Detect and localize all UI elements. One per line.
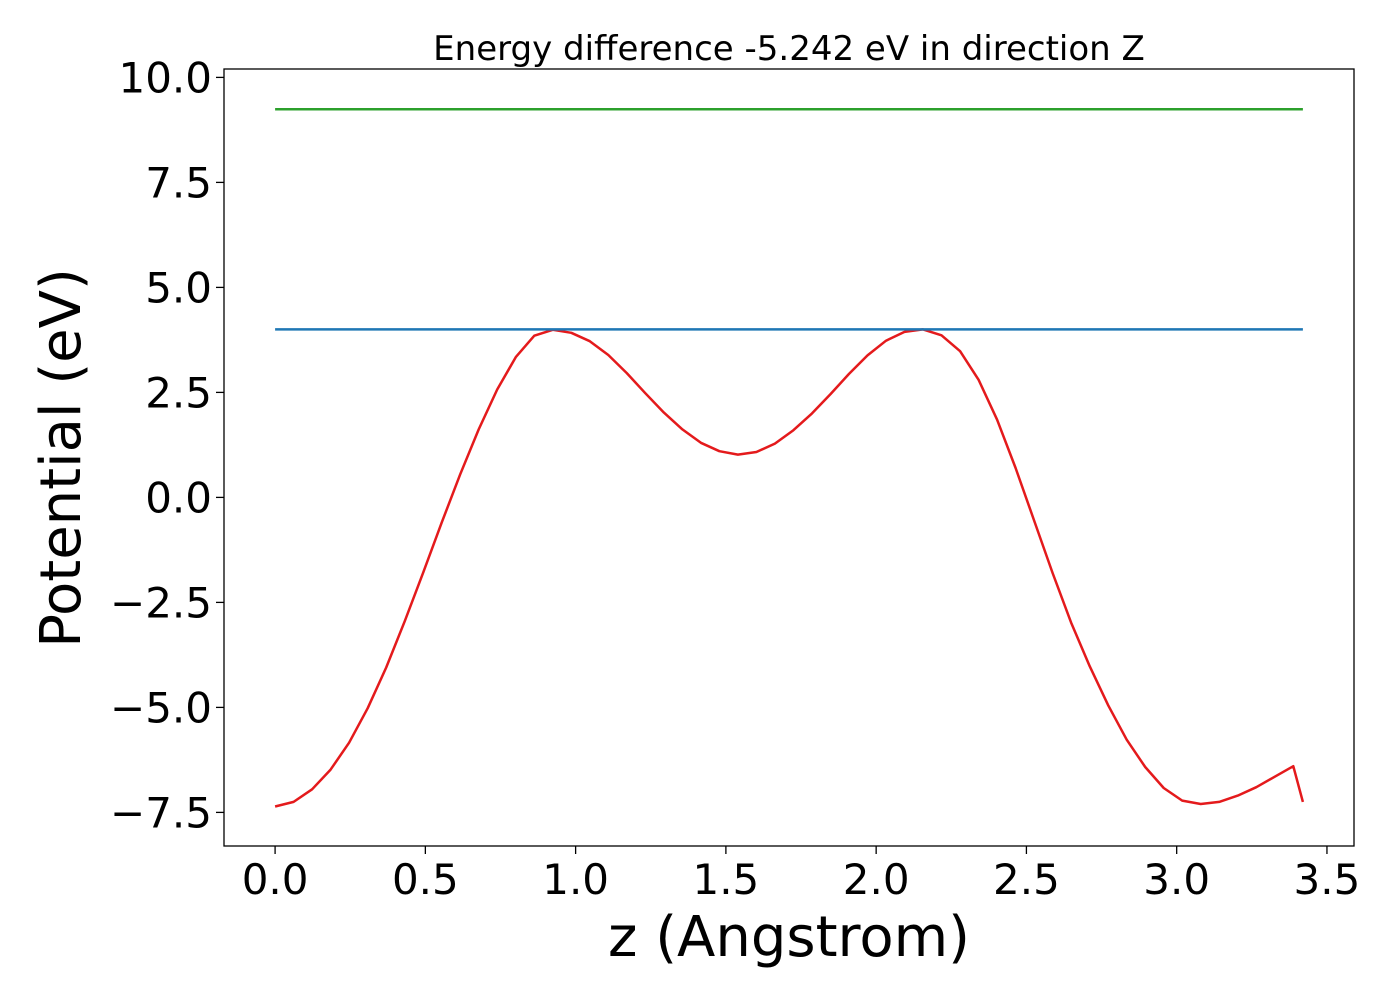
plot-frame [223,68,1355,847]
x-axis-label: z (Angstrom) [608,905,970,970]
y-tick-label: 2.5 [145,368,212,417]
plot-area [223,68,1355,847]
y-tick-label: 0.0 [145,473,212,522]
x-tick-label: 1.0 [542,855,609,904]
series-layer [274,107,1305,808]
y-tick-label: −7.5 [110,788,212,837]
x-tick-label: 1.5 [692,855,759,904]
y-tick-label: 10.0 [118,53,212,102]
x-axis: 0.0 0.5 1.0 1.5 2.0 2.5 3.0 3.5 [242,846,1361,904]
y-axis: −7.5 −5.0 −2.5 0.0 2.5 5.0 7.5 10.0 [110,53,224,837]
series-line-potential [274,328,1305,808]
y-tick-label: −2.5 [110,578,212,627]
x-tick-label: 0.5 [392,855,459,904]
y-axis-label: Potential (eV) [29,268,94,648]
x-tick-label: 3.5 [1294,855,1361,904]
x-tick-label: 2.0 [843,855,910,904]
x-tick-label: 2.5 [993,855,1060,904]
chart-title: Energy difference -5.242 eV in direction… [433,29,1145,69]
y-tick-label: 7.5 [145,158,212,207]
y-tick-label: 5.0 [145,263,212,312]
x-tick-label: 3.0 [1143,855,1210,904]
y-tick-label: −5.0 [110,683,212,732]
x-tick-label: 0.0 [242,855,309,904]
